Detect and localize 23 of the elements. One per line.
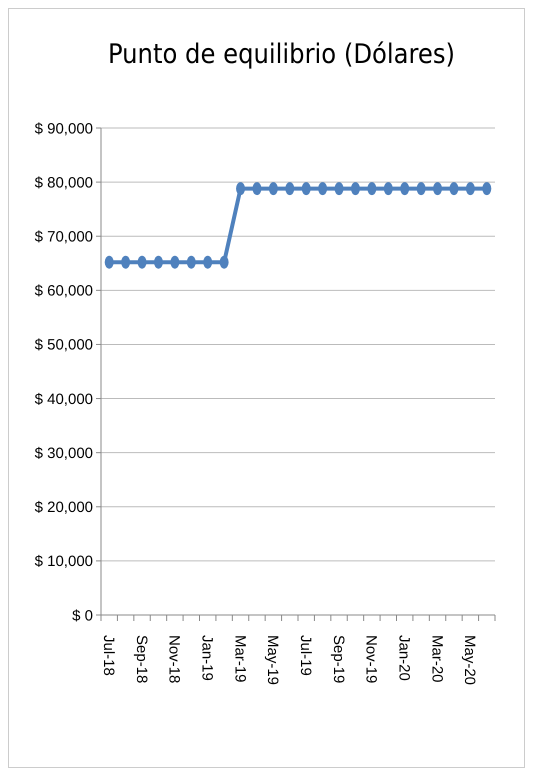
x-tick-label: Jan-20 (395, 635, 412, 681)
x-tick-label: Nov-19 (362, 635, 380, 684)
x-tick-label: Jul-19 (296, 635, 314, 676)
x-tick-label: Jan-19 (198, 635, 216, 681)
x-tick-label: Mar-20 (428, 635, 446, 683)
x-tick-label: Jul-18 (100, 635, 117, 676)
x-tick-label: Sep-19 (330, 635, 347, 684)
y-tick-label: $ 40,000 (34, 390, 93, 408)
x-tick-label: May-19 (264, 635, 282, 686)
y-tick-label: $ 60,000 (34, 282, 93, 300)
y-tick-label: $ 70,000 (34, 228, 93, 246)
y-tick-label: $ 90,000 (34, 120, 93, 138)
y-tick-label: $ 30,000 (34, 444, 93, 462)
chart-title: Punto de equilibrio (Dólares) (108, 39, 456, 70)
y-tick-label: $ 0 (72, 607, 93, 624)
y-tick-label: $ 50,000 (34, 336, 93, 354)
x-tick-label: Sep-18 (132, 635, 150, 684)
x-tick-label: May-20 (461, 635, 478, 686)
x-tick-label: Mar-19 (231, 635, 248, 683)
y-tick-label: $ 10,000 (34, 553, 93, 570)
y-tick-label: $ 20,000 (34, 499, 93, 516)
y-tick-label: $ 80,000 (34, 174, 93, 192)
x-tick-label: Nov-18 (166, 635, 183, 684)
